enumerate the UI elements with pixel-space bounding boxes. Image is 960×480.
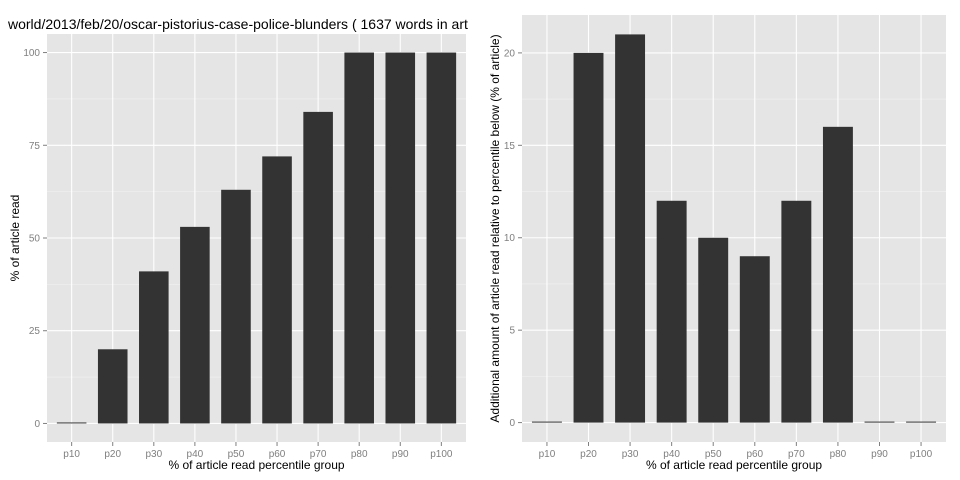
x-tick-label: p90 [871,449,888,460]
bar-p70 [303,111,333,424]
y-tick-label: 100 [23,48,40,59]
x-tick-label: p100 [910,449,933,460]
bar-p80 [822,126,853,423]
bar-p20 [97,349,128,424]
x-tick-label: p70 [310,449,327,460]
y-tick-label: 75 [29,141,41,152]
x-tick-label: p20 [580,449,597,460]
y-tick-label: 20 [504,48,516,59]
chart-panel-2: 0 5 10 15 20 p10 p20 p30 p40 p50 p60 p70 p80 p90 p100%… [488,15,946,472]
bar-p40 [656,200,687,423]
x-tick-label: p80 [830,449,847,460]
bar-p50 [221,189,251,424]
y-tick-label: 10 [504,233,516,244]
bar-p60 [739,256,770,423]
bar-p100 [426,52,457,424]
bar-p10 [56,422,87,424]
x-tick-label: p60 [269,449,286,460]
bar-p60 [262,156,292,424]
x-tick-label: p50 [228,449,245,460]
y-axis-title: % of article read [8,195,22,282]
x-tick-label: p80 [351,449,368,460]
bar-p30 [139,271,169,424]
bar-p30 [615,34,646,423]
bar-p50 [698,237,729,423]
x-tick-label: p70 [788,449,805,460]
y-tick-label: 25 [29,326,41,337]
y-axis-title: Additional amount of article read relati… [488,34,502,422]
bar-p100 [906,421,937,423]
x-tick-label: p10 [63,449,80,460]
y-tick-label: 0 [34,419,40,430]
chart-panel-1: 0 25 50 75 100 p10 p20 p30 p40 p50 p60 p70 p80 p90 p10… [7,16,468,472]
bar-p70 [781,200,812,423]
x-axis-title: % of article read percentile group [646,458,822,472]
x-tick-label: p50 [705,449,722,460]
y-tick-label: 50 [29,234,41,245]
y-tick-label: 5 [509,326,515,337]
bar-p90 [864,421,895,423]
x-axis-title: % of article read percentile group [168,458,344,472]
x-tick-label: p100 [430,449,453,460]
bar-p20 [573,52,604,423]
x-tick-label: p20 [104,449,121,460]
x-tick-label: p30 [622,449,639,460]
x-tick-label: p40 [663,449,680,460]
x-tick-label: p30 [145,449,162,460]
bar-p40 [180,226,210,424]
bar-p80 [344,52,374,424]
chart-title: world/2013/feb/20/oscar-pistorius-case-p… [7,16,468,32]
y-tick-label: 0 [509,418,515,429]
bar-p10 [531,421,562,423]
x-tick-label: p60 [746,449,763,460]
y-tick-label: 15 [504,141,516,152]
bar-p90 [385,52,416,424]
x-tick-label: p10 [539,449,556,460]
x-tick-label: p40 [187,449,204,460]
x-tick-label: p90 [392,449,409,460]
